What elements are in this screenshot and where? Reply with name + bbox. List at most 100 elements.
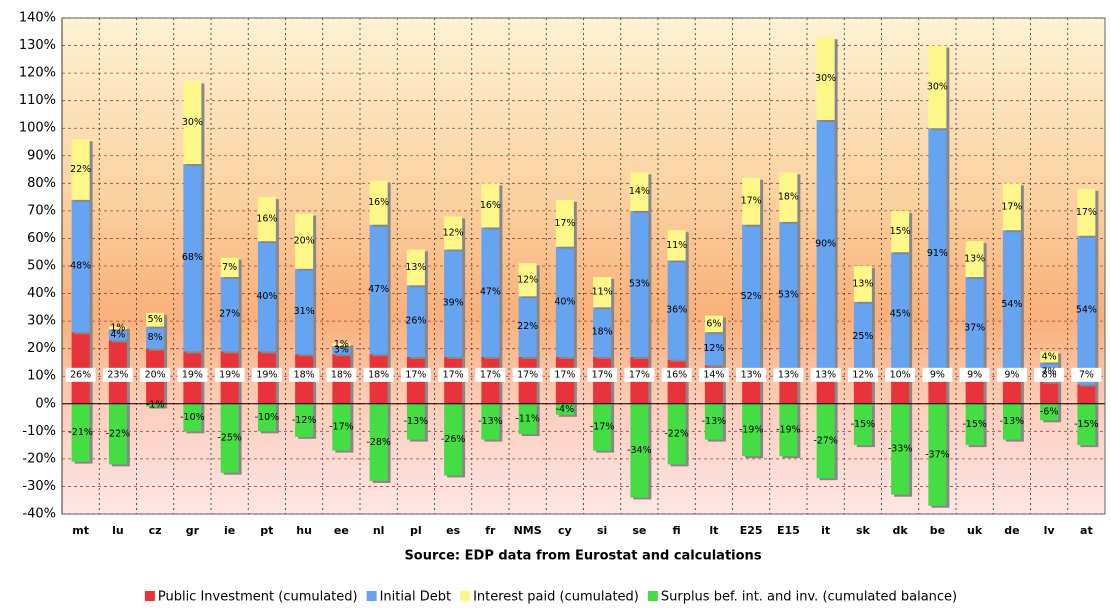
bar	[369, 224, 388, 355]
x-tick-label: es	[446, 524, 460, 537]
bar	[183, 81, 202, 165]
value-label: 11%	[666, 240, 687, 251]
x-tick-label: uk	[967, 524, 983, 537]
value-label: 6%	[706, 318, 721, 329]
value-label: -17%	[590, 422, 615, 433]
value-label: 26%	[405, 316, 426, 327]
y-tick-label: -30%	[22, 479, 56, 494]
value-label-box	[587, 367, 618, 382]
bar	[332, 345, 351, 355]
bar	[108, 326, 127, 330]
value-label: -12%	[292, 415, 317, 426]
value-label: -26%	[441, 434, 466, 445]
value-label: 7%	[1042, 367, 1057, 378]
bar	[779, 221, 798, 368]
y-tick-label: -10%	[22, 424, 56, 439]
value-label: 14%	[629, 186, 650, 197]
value-label-box	[326, 367, 357, 382]
y-tick-label: 110%	[19, 93, 56, 108]
value-label-box	[214, 367, 245, 382]
value-label: 53%	[629, 278, 650, 289]
legend-swatch	[460, 591, 471, 601]
bar	[108, 403, 127, 465]
value-label: 17%	[741, 196, 762, 207]
bar	[965, 378, 984, 404]
bar	[555, 199, 574, 247]
value-label: -4%	[556, 404, 575, 415]
value-label: 4%	[1042, 351, 1057, 362]
value-label: 19%	[219, 369, 240, 380]
value-label: 8%	[148, 332, 163, 343]
bar	[816, 37, 835, 120]
bar	[1002, 403, 1021, 440]
value-label: 25%	[852, 331, 873, 342]
y-tick-label: 140%	[19, 11, 56, 26]
bar	[667, 260, 686, 360]
value-label: 20%	[145, 369, 166, 380]
value-label-box	[140, 367, 171, 382]
bar	[816, 119, 835, 368]
value-label-box	[624, 367, 655, 382]
value-label: 40%	[256, 291, 277, 302]
value-label: 16%	[368, 197, 389, 208]
y-tick-label: 10%	[27, 369, 56, 384]
value-label: 36%	[666, 305, 687, 316]
value-label: 14%	[703, 369, 724, 380]
bar	[481, 403, 500, 440]
bar	[742, 177, 761, 225]
bar	[1002, 230, 1021, 379]
value-label: 31%	[294, 306, 315, 317]
value-label: 26%	[70, 369, 91, 380]
bar	[742, 224, 761, 368]
x-tick-label: hu	[296, 524, 312, 537]
bar	[928, 403, 947, 506]
value-label-box	[996, 367, 1027, 382]
value-label: 12%	[443, 227, 464, 238]
value-label: -11%	[515, 413, 540, 424]
bar	[183, 403, 202, 432]
bar	[704, 403, 723, 440]
value-label-box	[475, 367, 506, 382]
x-tick-label: fi	[673, 524, 681, 537]
bar	[555, 403, 574, 415]
x-tick-label: pt	[260, 524, 273, 537]
value-label: -19%	[739, 424, 764, 435]
value-label: 16%	[480, 200, 501, 211]
bar	[853, 266, 872, 302]
bar	[965, 403, 984, 446]
x-tick-label: fr	[485, 524, 496, 537]
value-label: 53%	[778, 289, 799, 300]
y-tick-label: 80%	[27, 176, 56, 191]
value-label: 9%	[930, 369, 945, 380]
bar	[518, 403, 537, 435]
y-tick-label: 50%	[27, 259, 56, 274]
bar	[1040, 403, 1059, 421]
bar	[332, 403, 351, 451]
value-label: 11%	[592, 287, 613, 298]
bar	[369, 403, 388, 481]
value-label: 19%	[256, 369, 277, 380]
bar	[630, 403, 649, 498]
y-tick-label: 20%	[27, 341, 56, 356]
bar	[369, 180, 388, 225]
value-label: 13%	[964, 254, 985, 265]
value-label: 47%	[480, 287, 501, 298]
value-label: 12%	[852, 369, 873, 380]
value-label: -1%	[146, 400, 165, 411]
x-tick-label: se	[632, 524, 646, 537]
bar	[220, 257, 239, 278]
y-tick-label: 120%	[19, 66, 56, 81]
value-label: 54%	[1001, 299, 1022, 310]
value-label: 13%	[778, 369, 799, 380]
value-label: -10%	[180, 412, 205, 423]
value-label: 13%	[405, 262, 426, 273]
value-label: 47%	[368, 284, 389, 295]
value-label: 17%	[480, 369, 501, 380]
bar	[593, 277, 612, 308]
value-label: 90%	[815, 238, 836, 249]
value-label: 9%	[967, 369, 982, 380]
y-tick-label: 0%	[35, 396, 56, 411]
value-label: 18%	[368, 369, 389, 380]
value-label-box	[773, 367, 804, 382]
